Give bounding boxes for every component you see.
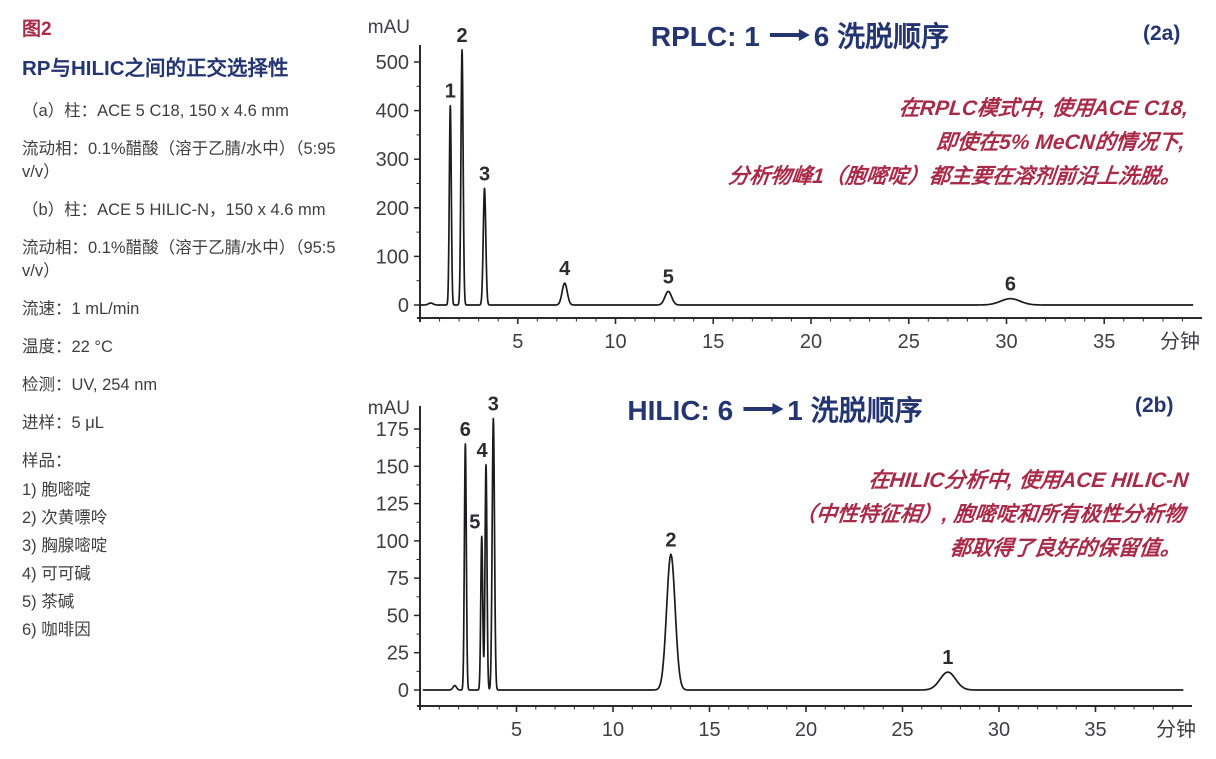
rplc-annotation: 在RPLC模式中, 使用ACE C18, 即使在5% MeCN的情况下, 分析物… — [727, 92, 1190, 194]
arrow-right-icon — [743, 407, 774, 412]
svg-text:500: 500 — [376, 52, 409, 74]
svg-text:2: 2 — [665, 529, 676, 551]
svg-text:30: 30 — [995, 331, 1017, 353]
condition-temperature: 温度：22 °C — [22, 338, 113, 356]
annotation-line: 在RPLC模式中, 使用ACE C18, — [898, 97, 1190, 120]
svg-text:300: 300 — [376, 149, 409, 171]
hilic-annotation: 在HILIC分析中, 使用ACE HILIC-N （中性特征相）, 胞嘧啶和所有… — [790, 464, 1190, 566]
svg-text:125: 125 — [376, 494, 409, 516]
sample-list: 1) 胞嘧啶 2) 次黄嘌呤 3) 胸腺嘧啶 4) 可可碱 5) 茶碱 6) 咖… — [22, 476, 347, 644]
svg-text:5: 5 — [663, 266, 674, 288]
condition-detection: 检测：UV, 254 nm — [22, 376, 158, 394]
svg-text:6: 6 — [460, 419, 471, 441]
sample-item: 1) 胞嘧啶 — [22, 481, 91, 499]
hilic-panel-tag: (2b) — [1135, 394, 1174, 417]
svg-text:35: 35 — [1093, 331, 1115, 353]
svg-text:4: 4 — [559, 258, 571, 280]
sample-item: 6) 咖啡因 — [22, 621, 91, 639]
svg-text:150: 150 — [376, 456, 409, 478]
svg-text:30: 30 — [988, 719, 1010, 741]
svg-text:100: 100 — [376, 531, 409, 553]
sample-item: 2) 次黄嘌呤 — [22, 509, 108, 527]
figure-label: 图2 — [22, 19, 52, 40]
svg-text:10: 10 — [602, 719, 624, 741]
sample-item: 4) 可可碱 — [22, 565, 91, 583]
hilic-title: HILIC: 6 1 洗脱顺序 — [627, 389, 922, 429]
rplc-title-suffix: 6 洗脱顺序 — [813, 21, 950, 52]
hilic-title-prefix: HILIC: 6 — [627, 395, 734, 426]
svg-text:75: 75 — [387, 568, 409, 590]
svg-text:2: 2 — [456, 25, 467, 47]
svg-text:6: 6 — [1005, 274, 1016, 296]
rplc-panel-tag: (2a) — [1143, 22, 1181, 45]
arrow-right-icon — [769, 33, 800, 38]
svg-text:25: 25 — [898, 331, 920, 353]
svg-text:分钟: 分钟 — [1160, 330, 1200, 353]
svg-text:15: 15 — [702, 331, 724, 353]
svg-text:200: 200 — [376, 198, 409, 220]
svg-text:100: 100 — [376, 246, 409, 268]
svg-text:25: 25 — [387, 643, 409, 665]
rplc-title-prefix: RPLC: 1 — [650, 21, 760, 52]
condition-injection: 进样：5 μL — [22, 414, 104, 432]
svg-text:分钟: 分钟 — [1156, 718, 1196, 741]
svg-text:20: 20 — [800, 331, 822, 353]
svg-text:1: 1 — [942, 647, 953, 669]
svg-text:20: 20 — [795, 719, 817, 741]
svg-text:15: 15 — [698, 719, 720, 741]
svg-text:1: 1 — [445, 81, 456, 103]
svg-text:10: 10 — [604, 331, 626, 353]
svg-text:35: 35 — [1084, 719, 1106, 741]
svg-text:0: 0 — [398, 680, 409, 702]
svg-text:400: 400 — [376, 101, 409, 123]
condition-column-a: （a）柱：ACE 5 C18, 150 x 4.6 mm — [22, 102, 289, 120]
annotation-line: 在HILIC分析中, 使用ACE HILIC-N — [867, 469, 1190, 492]
condition-mobile-phase-b: 流动相：0.1%醋酸（溶于乙腈/水中）（95:5 v/v） — [22, 239, 336, 280]
svg-text:mAU: mAU — [368, 398, 410, 419]
rplc-chromatogram: 0 100 200 300 400 500 mAU 5 10 15 20 25 30 35 分钟 1 2 3 4 5 6 — [368, 17, 1202, 353]
condition-flow-rate: 流速：1 mL/min — [22, 300, 140, 318]
svg-text:0: 0 — [398, 295, 409, 317]
svg-text:5: 5 — [511, 719, 522, 741]
svg-text:3: 3 — [488, 394, 499, 416]
svg-text:5: 5 — [469, 511, 480, 533]
condition-mobile-phase-a: 流动相：0.1%醋酸（溶于乙腈/水中）（5:95 v/v） — [22, 140, 336, 181]
sample-item: 5) 茶碱 — [22, 593, 75, 611]
svg-text:5: 5 — [512, 331, 523, 353]
annotation-line: 都取得了良好的保留值。 — [949, 537, 1183, 560]
conditions-panel: 图2 RP与HILIC之间的正交选择性 （a）柱：ACE 5 C18, 150 … — [22, 14, 347, 644]
svg-text:25: 25 — [891, 719, 913, 741]
samples-label: 样品： — [22, 452, 72, 470]
svg-text:3: 3 — [479, 163, 490, 185]
svg-text:4: 4 — [476, 440, 488, 462]
annotation-line: 分析物峰1（胞嘧啶）都主要在溶剂前沿上洗脱。 — [727, 165, 1183, 188]
sample-item: 3) 胸腺嘧啶 — [22, 537, 108, 555]
rplc-title: RPLC: 1 6 洗脱顺序 — [651, 15, 949, 55]
svg-text:175: 175 — [376, 419, 409, 441]
svg-text:mAU: mAU — [368, 17, 410, 38]
condition-column-b: （b）柱：ACE 5 HILIC-N，150 x 4.6 mm — [22, 201, 326, 219]
annotation-line: （中性特征相）, 胞嘧啶和所有极性分析物 — [794, 503, 1187, 526]
annotation-line: 即使在5% MeCN的情况下, — [935, 131, 1187, 154]
hilic-title-suffix: 1 洗脱顺序 — [787, 395, 923, 426]
figure-title: RP与HILIC之间的正交选择性 — [22, 57, 289, 80]
svg-text:50: 50 — [387, 605, 409, 627]
